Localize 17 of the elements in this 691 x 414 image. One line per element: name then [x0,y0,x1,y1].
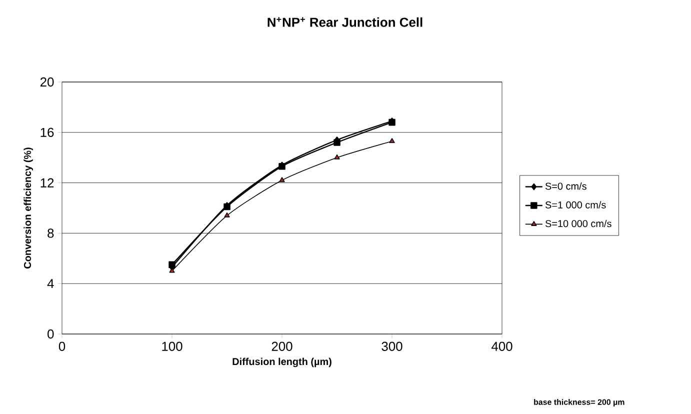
chart-title: N$^{+}$NP$^{+}$ Rear Junction Cell [268,17,422,27]
y-tick-label: 16 [40,128,54,137]
legend-label: S=0 cm/s [545,182,586,190]
y-tick-label: 20 [40,77,54,87]
y-tick-label: 0 [48,329,54,339]
x-tick-label: 100 [162,342,182,351]
x-tick-label: 0 [58,342,66,351]
legend-label: S=1 000 cm/s [545,201,606,208]
y-tick-label: 8 [48,228,54,238]
x-axis-title: Diffusion length (µm) [232,358,332,368]
y-tick-label: 12 [40,178,54,188]
x-tick-label: 400 [491,342,512,351]
x-tick-label: 200 [272,342,292,351]
legend-label: S=10 000 cm/s [545,220,612,228]
y-tick-label: 4 [47,279,54,288]
x-tick-label: 300 [382,342,402,351]
y-axis-title: Conversion efficiency (%) [24,148,33,268]
